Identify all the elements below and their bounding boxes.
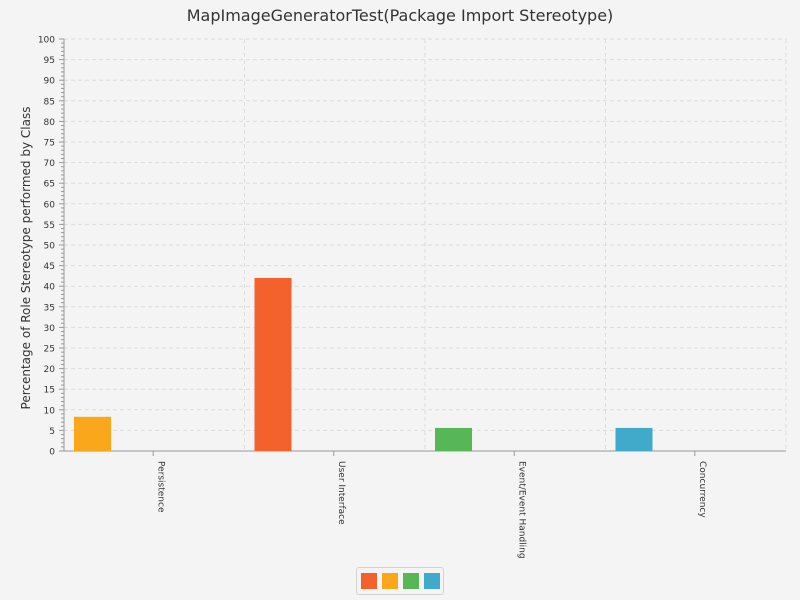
chart-title: MapImageGeneratorTest(Package Import Ste… bbox=[186, 6, 614, 25]
y-tick-label: 15 bbox=[44, 386, 55, 396]
y-tick-label: 5 bbox=[49, 427, 55, 437]
y-tick-label: 0 bbox=[49, 448, 55, 458]
y-tick-label: 85 bbox=[44, 97, 55, 107]
y-tick-label: 50 bbox=[44, 242, 56, 252]
y-tick-label: 45 bbox=[44, 262, 55, 272]
y-tick-label: 30 bbox=[44, 324, 56, 334]
y-tick-label: 40 bbox=[44, 283, 56, 293]
y-tick-label: 60 bbox=[44, 200, 56, 210]
x-tick-label: Persistence bbox=[155, 461, 165, 513]
x-tick-label: Event/Event Handling bbox=[516, 461, 526, 559]
y-tick-label: 100 bbox=[38, 36, 55, 46]
x-tick-label: Concurrency bbox=[697, 461, 707, 518]
y-tick-label: 55 bbox=[44, 221, 55, 231]
y-tick-label: 70 bbox=[44, 159, 56, 169]
bar bbox=[435, 427, 472, 451]
y-tick-label: 35 bbox=[44, 303, 55, 313]
y-tick-label: 80 bbox=[44, 118, 56, 128]
y-tick-label: 20 bbox=[44, 365, 56, 375]
y-tick-label: 95 bbox=[44, 56, 55, 66]
y-tick-label: 10 bbox=[44, 406, 56, 416]
y-tick-label: 25 bbox=[44, 345, 55, 355]
legend-swatch bbox=[402, 573, 419, 589]
y-tick-label: 65 bbox=[44, 180, 55, 190]
legend bbox=[356, 567, 444, 595]
x-tick-label: User Interface bbox=[336, 461, 346, 525]
y-tick-label: 75 bbox=[44, 139, 55, 149]
legend-swatch bbox=[381, 573, 398, 589]
legend-swatch bbox=[423, 573, 440, 589]
bar bbox=[615, 427, 653, 451]
bar bbox=[254, 277, 292, 451]
y-tick-label: 90 bbox=[44, 77, 56, 87]
bar bbox=[74, 416, 111, 451]
legend-swatch bbox=[360, 573, 377, 589]
